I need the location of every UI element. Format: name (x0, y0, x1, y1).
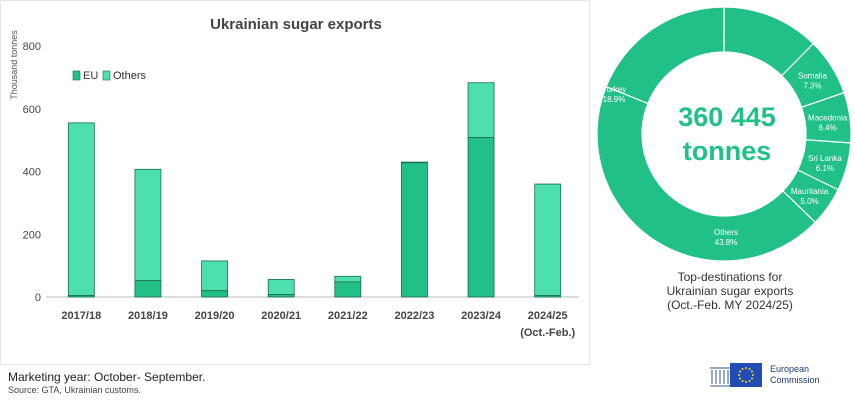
bar-eu-7 (534, 295, 562, 298)
donut-center-value: 360 445 (678, 102, 776, 132)
footnote: Marketing year: October- September. (8, 370, 206, 384)
bar-eu-0 (67, 295, 95, 298)
bar-eu-6 (467, 137, 495, 298)
donut-label-3: Sri Lanka (808, 154, 842, 163)
donut-value-4: 5.0% (800, 197, 818, 206)
chart-title: Ukrainian sugar exports (210, 16, 382, 33)
bar-others-4 (334, 275, 362, 283)
x-tick-label-1: 2018/19 (128, 310, 168, 322)
x-tick-label-6: 2023/24 (461, 310, 502, 322)
legend-label-eu: EU (83, 70, 98, 82)
bar-others-2 (201, 260, 228, 292)
logo-text: European Commission (770, 364, 820, 386)
y-tick-label-2: 400 (23, 167, 41, 179)
x-tick-label-0: 2017/18 (61, 310, 101, 322)
donut-label-5: Others (714, 228, 738, 237)
donut-caption-line-2: Ukrainian sugar exports (666, 284, 794, 298)
bar-others-1 (134, 168, 162, 282)
logo-line-1: European (770, 364, 810, 374)
bar-eu-5 (401, 162, 428, 298)
european-commission-logo: European Commission (706, 358, 842, 392)
legend-label-others: Others (113, 70, 147, 82)
donut-caption: Top-destinations for Ukrainian sugar exp… (620, 270, 840, 312)
donut-value-2: 6.4% (818, 123, 836, 132)
bar-eu-2 (201, 290, 228, 298)
eu-flag-icon (730, 363, 762, 387)
y-axis-label: Thousand tonnes (9, 30, 19, 100)
donut-caption-line-1: Top-destinations for (677, 270, 783, 284)
bar-others-3 (267, 279, 295, 295)
donut-slice-6 (605, 6, 725, 105)
donut-caption-line-3: (Oct.-Feb. MY 2024/25) (667, 298, 793, 312)
y-tick-label-3: 600 (23, 104, 41, 116)
bar-chart: Ukrainian sugar exports Thousand tonnes 0 2… (9, 16, 579, 339)
donut-value-1: 7.3% (803, 81, 821, 90)
x-tick-sublabel-7: (Oct.-Feb.) (520, 327, 575, 339)
x-tick-label-5: 2022/23 (395, 310, 435, 322)
donut-center-unit: tonnes (683, 136, 772, 166)
donut-label-1: Somalia (798, 71, 827, 80)
donut-label-2: Macedonia (808, 113, 848, 122)
bar-eu-4 (334, 281, 362, 298)
bar-eu-3 (267, 294, 295, 298)
donut-value-6: 18.9% (603, 95, 626, 104)
x-tick-label-3: 2020/21 (261, 310, 301, 322)
x-tick-label-7: 2024/25 (528, 310, 568, 322)
logo-line-2: Commission (770, 375, 820, 385)
donut-label-6: Turkey (602, 85, 626, 94)
bar-others-0 (67, 122, 95, 296)
donut-value-5: 43.8% (715, 238, 738, 247)
donut-label-4: Mauritania (791, 187, 829, 196)
bar-others-6 (467, 82, 495, 139)
x-tick-label-4: 2021/22 (328, 310, 368, 322)
donut-value-3: 6.1% (816, 164, 834, 173)
source-note: Source: GTA, Ukrainian customs. (8, 385, 141, 395)
donut-slice-5 (596, 85, 817, 262)
x-tick-label-2: 2019/20 (195, 310, 235, 322)
legend-swatch-eu (72, 70, 81, 81)
bar-others-7 (534, 183, 562, 296)
y-tick-label-1: 200 (23, 229, 41, 241)
bar-chart-panel: Ukrainian sugar exports Thousand tonnes 0 2… (0, 0, 590, 365)
y-tick-label-4: 800 (23, 41, 41, 53)
legend-swatch-others (102, 70, 111, 81)
bar-eu-1 (134, 280, 162, 298)
building-icon (710, 367, 730, 387)
y-tick-label-0: 0 (35, 292, 41, 304)
